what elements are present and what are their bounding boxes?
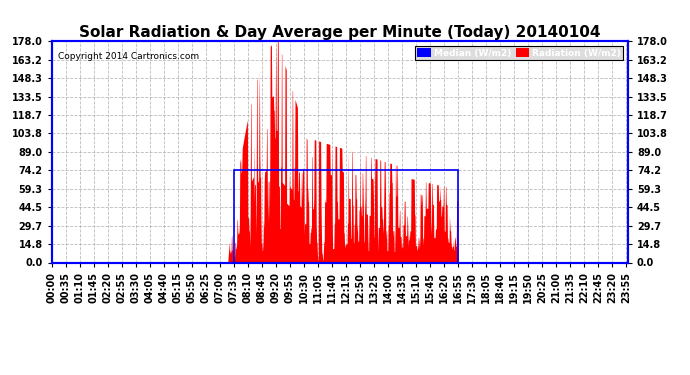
Bar <box>234 170 458 262</box>
Text: Copyright 2014 Cartronics.com: Copyright 2014 Cartronics.com <box>57 53 199 61</box>
Legend: Median (W/m2), Radiation (W/m2): Median (W/m2), Radiation (W/m2) <box>415 46 623 60</box>
Title: Solar Radiation & Day Average per Minute (Today) 20140104: Solar Radiation & Day Average per Minute… <box>79 25 600 40</box>
